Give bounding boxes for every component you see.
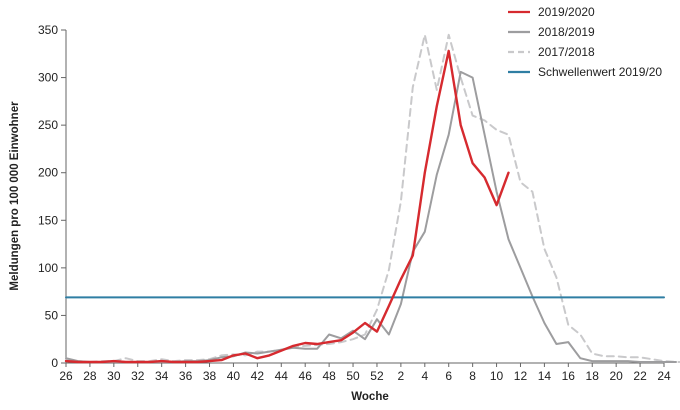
- x-tick-label: 42: [251, 369, 265, 383]
- series-line-0: [64, 49, 510, 364]
- series-line-2: [65, 33, 680, 363]
- legend-label-3: Schwellenwert 2019/20: [538, 65, 662, 79]
- legend-label-2: 2017/2018: [538, 45, 595, 59]
- x-tick-label: 52: [370, 369, 384, 383]
- y-tick-label: 150: [38, 213, 58, 227]
- x-tick-label: 44: [275, 369, 289, 383]
- y-tick-label: 100: [38, 261, 58, 275]
- x-tick-label: 30: [107, 369, 121, 383]
- y-tick-label: 200: [38, 166, 58, 180]
- x-tick-label: 22: [633, 369, 647, 383]
- legend-label-1: 2018/2019: [538, 25, 595, 39]
- x-tick-label: 18: [586, 369, 600, 383]
- x-tick-label: 20: [609, 369, 623, 383]
- x-tick-label: 16: [562, 369, 576, 383]
- y-tick-label: 50: [45, 308, 59, 322]
- x-ticks: 26 28 30 32 34 36 38 40 42 44 46 48 50 52 2 4 6 8 10 12 14 16…: [59, 363, 671, 383]
- axes: [65, 30, 664, 364]
- x-tick-label: 46: [299, 369, 313, 383]
- x-tick-label: 50: [346, 369, 360, 383]
- x-axis-title: Woche: [351, 391, 389, 403]
- x-tick-label: 34: [155, 369, 169, 383]
- x-tick-label: 48: [322, 369, 336, 383]
- x-tick-label: 26: [59, 369, 73, 383]
- y-tick-label: 300: [38, 71, 58, 85]
- x-tick-label: 28: [83, 369, 97, 383]
- x-tick-label: 40: [227, 369, 241, 383]
- x-tick-label: 32: [131, 369, 145, 383]
- x-tick-label: 10: [490, 369, 504, 383]
- x-tick-label: 6: [445, 369, 452, 383]
- series-layer: [64, 33, 680, 364]
- y-tick-label: 350: [38, 23, 58, 37]
- x-tick-label: 36: [179, 369, 193, 383]
- y-tick-label: 0: [51, 356, 58, 370]
- x-tick-label: 4: [421, 369, 428, 383]
- y-ticks: 0 50 100 150 200 250 300 350: [38, 23, 66, 370]
- x-tick-label: 14: [538, 369, 552, 383]
- series-line-1: [65, 70, 677, 363]
- y-axis-title: Meldungen pro 100 000 Einwohner: [9, 101, 21, 291]
- x-tick-label: 8: [469, 369, 476, 383]
- y-tick-label: 250: [38, 118, 58, 132]
- x-tick-label: 38: [203, 369, 217, 383]
- x-tick-label: 12: [514, 369, 528, 383]
- x-tick-label: 2: [398, 369, 405, 383]
- legend: 2019/2020 2018/2019 2017/2018 Schwellenwert…: [508, 5, 662, 79]
- legend-label-0: 2019/2020: [538, 5, 595, 19]
- x-tick-label: 24: [657, 369, 671, 383]
